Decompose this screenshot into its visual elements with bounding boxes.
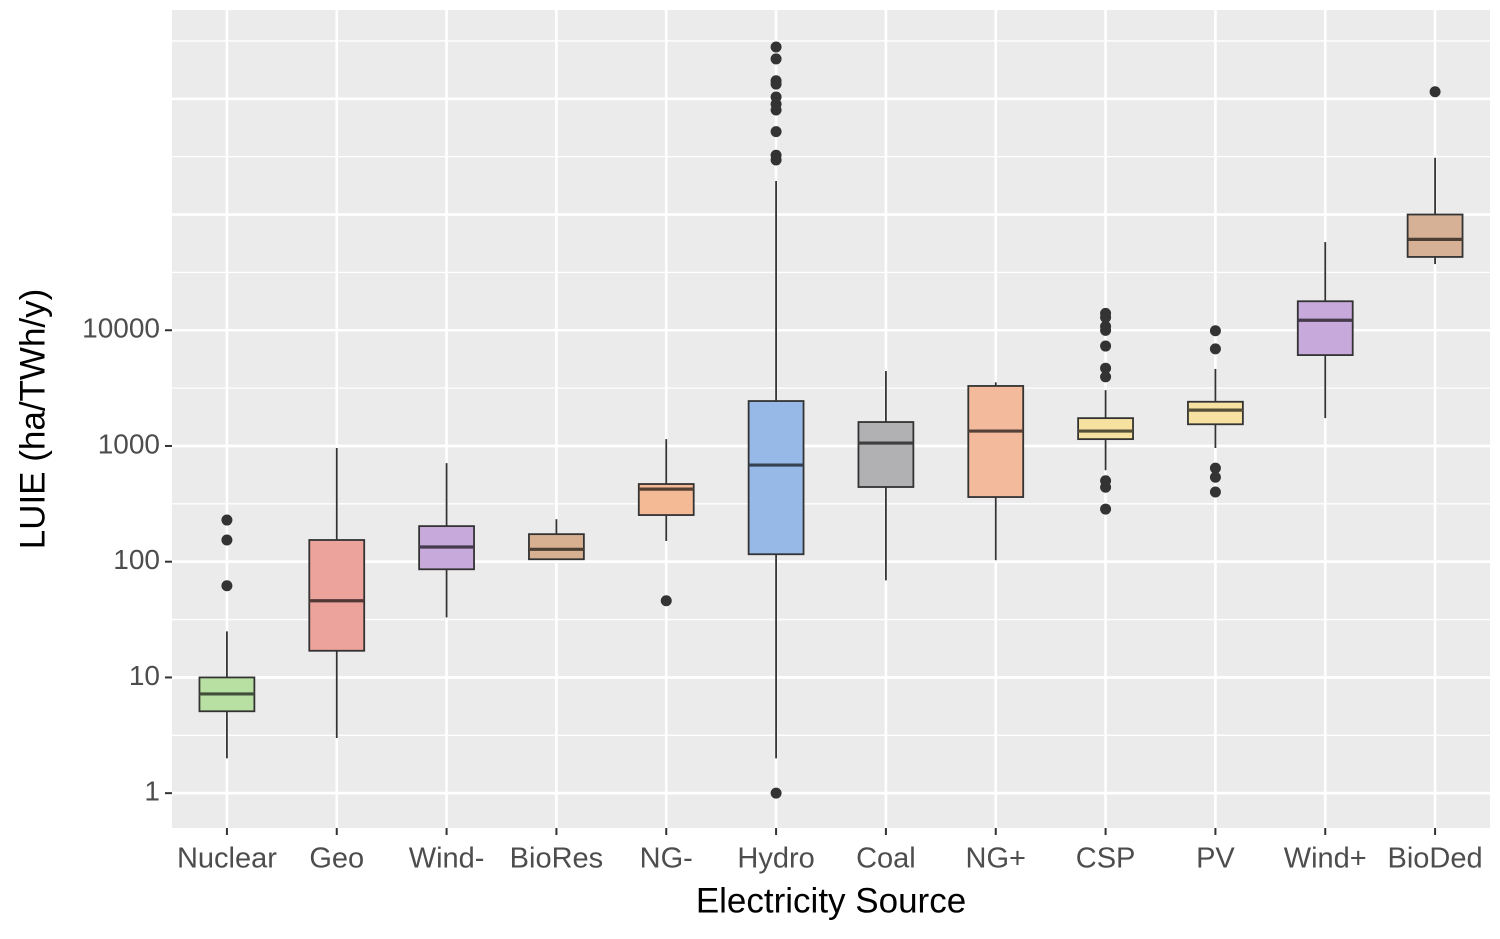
box	[1406, 213, 1464, 258]
x-tick-label: Hydro	[737, 843, 814, 875]
marks	[198, 41, 1464, 799]
box	[857, 421, 915, 488]
y-axis-label: LUIE (ha/TWh/y)	[13, 289, 52, 550]
outlier	[770, 91, 782, 103]
outlier	[1209, 325, 1221, 337]
box	[308, 539, 366, 652]
x-tick-label: Wind+	[1284, 843, 1367, 875]
box	[967, 385, 1025, 498]
box	[1296, 300, 1354, 356]
outlier	[770, 75, 782, 87]
x-tick-label: Nuclear	[177, 843, 277, 875]
outlier	[221, 514, 233, 526]
y-tick-label: 10	[129, 660, 160, 691]
outlier	[1100, 362, 1112, 374]
outlier	[1100, 371, 1112, 383]
x-tick-label: Geo	[309, 843, 364, 875]
y-tick-label: 10000	[82, 313, 160, 344]
x-tick-label: NG+	[966, 843, 1026, 875]
x-tick-label: BioRes	[510, 843, 604, 875]
outlier	[1100, 311, 1112, 323]
y-tick-label: 1	[144, 776, 160, 807]
y-tick-label: 100	[113, 544, 160, 575]
outlier	[221, 534, 233, 546]
outlier	[770, 41, 782, 53]
outlier	[770, 53, 782, 65]
box	[1187, 400, 1244, 426]
outlier	[1429, 86, 1441, 98]
y-tick-label: 1000	[98, 428, 160, 459]
x-tick-label: Coal	[856, 843, 916, 875]
outlier	[770, 149, 782, 161]
panel-background	[172, 10, 1490, 828]
box	[747, 400, 805, 556]
outlier	[1209, 343, 1221, 355]
outlier	[770, 787, 782, 799]
outlier	[1100, 481, 1112, 493]
outlier	[660, 595, 672, 607]
outlier	[1209, 471, 1221, 483]
outlier	[1209, 462, 1221, 474]
x-tick-label: Wind-	[409, 843, 485, 875]
outlier	[1100, 324, 1112, 336]
x-axis-label: Electricity Source	[696, 881, 966, 920]
outlier	[770, 126, 782, 138]
outlier	[1100, 503, 1112, 515]
x-tick-label: NG-	[640, 843, 693, 875]
grid: 1 10 100 1000 10000 Nuclear Geo Wind- BioRes NG- H…	[82, 10, 1490, 875]
x-tick-label: PV	[1196, 843, 1235, 875]
box	[528, 533, 585, 561]
x-tick-label: CSP	[1076, 843, 1136, 875]
outlier	[1100, 340, 1112, 352]
outlier	[221, 580, 233, 592]
box	[1077, 417, 1134, 441]
x-tick-label: BioDed	[1388, 843, 1483, 875]
outlier	[1209, 486, 1221, 498]
